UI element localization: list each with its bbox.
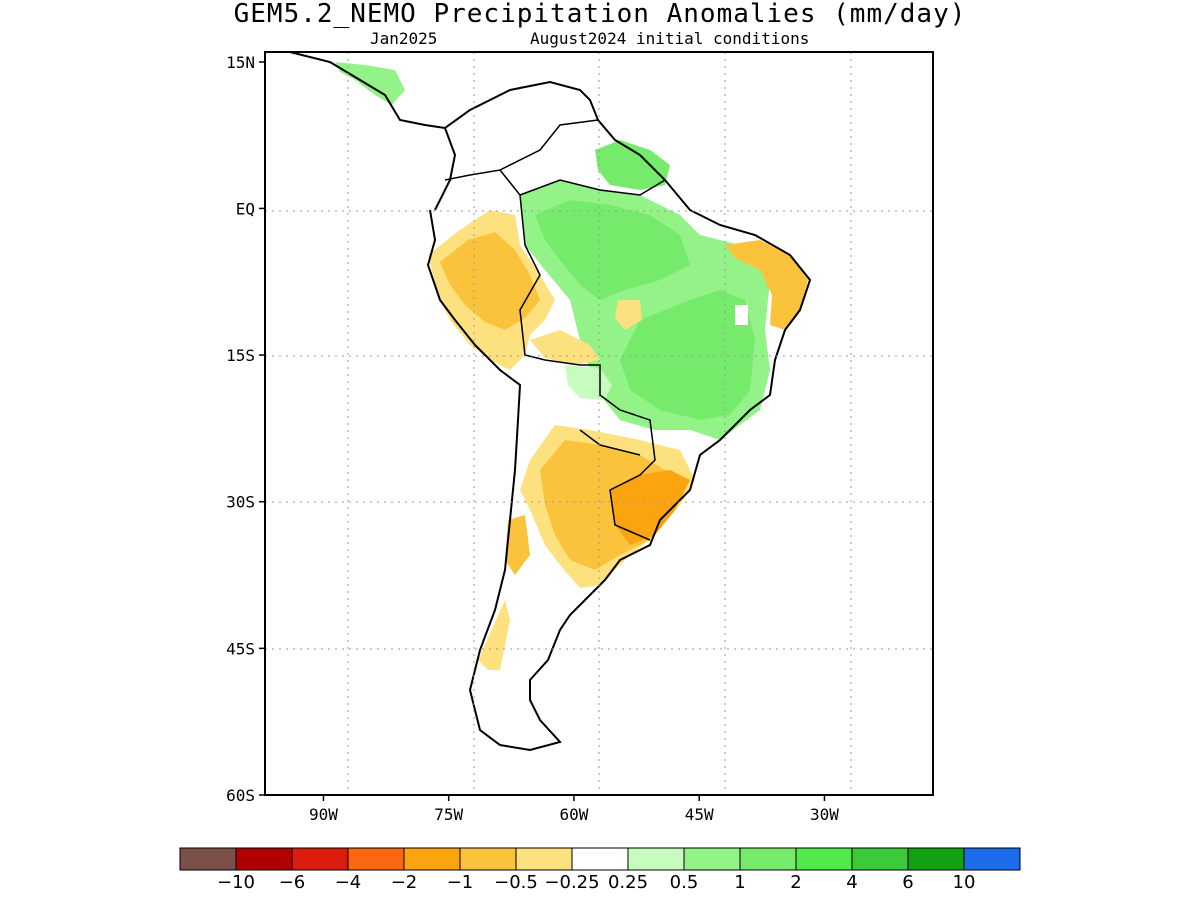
anomaly-region-patagonia-dry	[478, 600, 510, 670]
colorbar-swatch	[739, 847, 797, 871]
colorbar-label: 6	[902, 872, 913, 893]
colorbar-label: −6	[279, 872, 306, 893]
coastlines-borders	[289, 52, 812, 752]
colorbar-swatch	[515, 847, 573, 871]
colorbar-label: −1	[447, 872, 474, 893]
colorbar-swatch	[795, 847, 853, 871]
initial-conditions-label: August2024 initial conditions	[530, 29, 810, 48]
map-panel	[265, 52, 933, 795]
colorbar-label: −10	[217, 872, 255, 893]
colorbar-swatch	[403, 847, 461, 871]
lon-tick-label: 90W	[309, 805, 338, 824]
colorbar-swatch	[963, 847, 1021, 871]
lat-tick-label: 30S	[226, 493, 255, 512]
central-america-coastline	[289, 52, 446, 129]
valid-month-label: Jan2025	[370, 29, 438, 48]
lat-tick-label: 60S	[226, 786, 255, 805]
anomaly-region-white-patch	[735, 305, 748, 325]
colorbar-label: 4	[846, 872, 857, 893]
longitude-axis: 90W 75W 60W 45W 30W	[309, 795, 839, 824]
anomaly-region-guianas	[595, 140, 670, 190]
colorbar-swatch	[347, 847, 405, 871]
colorbar-label: 0.5	[670, 872, 699, 893]
colorbar-swatch	[179, 847, 237, 871]
anomaly-region-peru-dry-core	[440, 232, 540, 330]
colorbar-swatch	[235, 847, 293, 871]
colorbar-label: 1	[734, 872, 745, 893]
colorbar-label: −4	[335, 872, 362, 893]
lon-tick-label: 45W	[685, 805, 714, 824]
anomaly-region-brazil-center-dry	[615, 300, 642, 330]
colorbar-swatch	[291, 847, 349, 871]
colorbar-swatch	[683, 847, 741, 871]
colorbar-swatch	[571, 847, 629, 871]
latitude-axis: 15N EQ 15S 30S 45S 60S	[226, 53, 265, 805]
anomaly-region-central-brazil	[620, 290, 755, 420]
anomaly-region-uruguay-dry	[610, 470, 690, 545]
graticule	[265, 52, 933, 795]
colorbar-label: 10	[953, 872, 976, 893]
colorbar-label: −0.25	[544, 872, 599, 893]
lon-tick-label: 60W	[559, 805, 588, 824]
anomaly-shading	[335, 62, 808, 670]
anomaly-region-amazon-core	[535, 200, 690, 300]
lat-tick-label: 15N	[226, 53, 255, 72]
lon-tick-label: 30W	[810, 805, 839, 824]
lat-tick-label: EQ	[236, 199, 255, 218]
colorbar-swatch	[627, 847, 685, 871]
lon-tick-label: 75W	[434, 805, 463, 824]
colorbar-swatch	[907, 847, 965, 871]
lat-tick-label: 15S	[226, 346, 255, 365]
south-america-coastline	[426, 80, 812, 752]
lat-tick-label: 45S	[226, 639, 255, 658]
colorbar-label: 0.25	[608, 872, 648, 893]
colorbar-label: 2	[790, 872, 801, 893]
country-borders	[444, 119, 666, 541]
anomaly-region-chile-dry	[505, 515, 530, 575]
anomaly-region-bolivia-dry	[530, 330, 600, 365]
colorbar-label: −2	[391, 872, 418, 893]
map-title: GEM5.2_NEMO Precipitation Anomalies (mm/…	[233, 0, 967, 29]
colorbar-swatch	[459, 847, 517, 871]
colorbar-label: −0.5	[494, 872, 538, 893]
colorbar: −10 −6 −4 −2 −1 −0.5 −0.25 0.25 0.5 1 2 4 6 10	[179, 847, 1021, 893]
colorbar-swatch	[851, 847, 909, 871]
map-frame	[264, 51, 934, 796]
anomaly-region-central-america	[335, 62, 405, 105]
anomaly-region-ne-brazil-dry	[725, 240, 808, 330]
